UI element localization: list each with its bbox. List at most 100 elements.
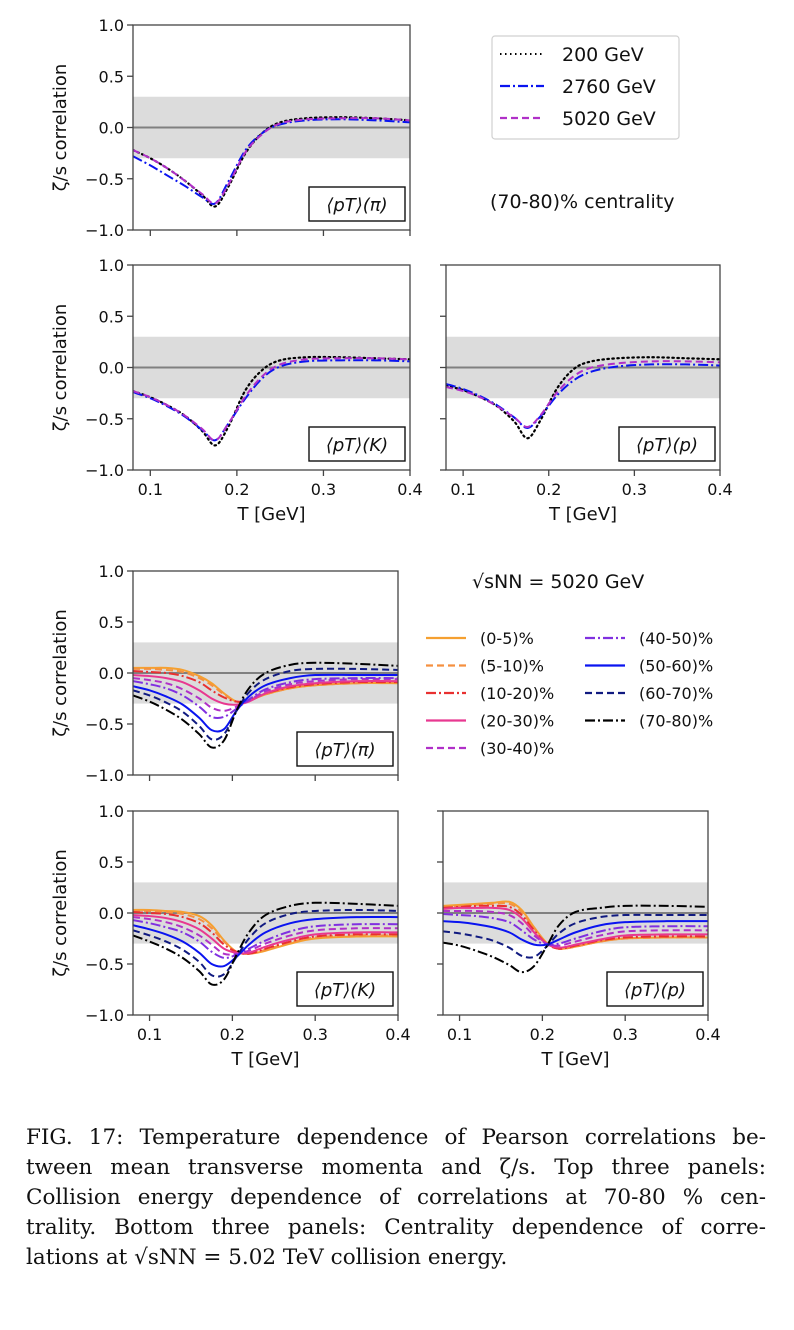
- y-tick-label: −1.0: [85, 221, 124, 240]
- y-tick-label: 1.0: [99, 16, 124, 35]
- legend-label: (40-50)%: [639, 629, 713, 648]
- panel-label: ⟨pT⟩(p): [624, 980, 686, 1001]
- legend-label-200: 200 GeV: [562, 44, 644, 66]
- series-line-70-80: [443, 904, 708, 974]
- series-line-60-70: [443, 913, 708, 959]
- series-group: [133, 116, 410, 208]
- energy-legend: 200 GeV 2760 GeV 5020 GeV: [491, 35, 680, 140]
- panel-label: ⟨pT⟩(K): [314, 980, 376, 1001]
- panel-label: ⟨pT⟩(p): [636, 435, 698, 456]
- y-axis-label: ζ/s correlation: [50, 304, 71, 432]
- x-tick-label: 0.3: [302, 1025, 327, 1044]
- series-line-5020-gev: [446, 360, 720, 428]
- caption-line: tween mean transverse momenta and ζ/s. T…: [26, 1155, 766, 1180]
- x-tick-label: 0.3: [622, 480, 647, 499]
- series-line-2760-gev: [133, 118, 410, 205]
- series-line-10-20: [133, 910, 398, 955]
- x-tick-label: 0.4: [397, 480, 422, 499]
- y-axis-label: ζ/s correlation: [50, 849, 71, 977]
- y-tick-label: 1.0: [99, 256, 124, 275]
- legend-label: (30-40)%: [480, 739, 554, 758]
- legend-label: (70-80)%: [639, 712, 713, 731]
- series-group: [133, 355, 410, 447]
- panel-label-box: [308, 426, 406, 462]
- series-line-20-30: [133, 914, 398, 955]
- y-tick-label: 1.0: [99, 562, 124, 581]
- panel-label-box: [296, 971, 394, 1007]
- x-tick-label: 0.1: [450, 480, 475, 499]
- series-line-70-80: [133, 901, 398, 986]
- x-tick-label: 0.2: [530, 1025, 555, 1044]
- series-group: [443, 900, 708, 974]
- series-line-50-60: [133, 915, 398, 968]
- series-line-5020-gev: [133, 357, 410, 442]
- y-tick-label: −0.5: [85, 955, 124, 974]
- centrality-annotation: (70-80)% centrality: [490, 191, 674, 213]
- x-tick-label: 0.2: [224, 480, 249, 499]
- panel-centrality-K: −1.0 −0.5 0.0 0.5 1.0 0.1 0.2 0.3 0.4 T [GeV] ζ/s …: [50, 802, 411, 1070]
- y-tick-label: −0.5: [85, 170, 124, 189]
- series-line-70-80: [133, 661, 398, 749]
- caption-line: FIG. 17: Temperature dependence of Pears…: [26, 1125, 766, 1150]
- panel-label-box: [308, 186, 406, 222]
- caption-line: lations at √sNN = 5.02 TeV collision ene…: [26, 1245, 508, 1270]
- y-tick-label: −1.0: [85, 1006, 124, 1025]
- panel-label-box: [296, 731, 394, 767]
- x-tick-label: 0.1: [137, 1025, 162, 1044]
- series-line-40-50: [133, 677, 398, 720]
- panel-energy-p: 0.1 0.2 0.3 0.4 T [GeV] ⟨pT⟩(p): [440, 264, 733, 525]
- x-tick-label: 0.4: [707, 480, 732, 499]
- legend-label: (50-60)%: [639, 657, 713, 676]
- panel-label: ⟨pT⟩(π): [326, 195, 387, 216]
- x-tick-label: 0.1: [138, 480, 163, 499]
- x-tick-label: 0.2: [220, 1025, 245, 1044]
- y-tick-label: −1.0: [85, 766, 124, 785]
- panel-energy-pi: −1.0 −0.5 0.0 0.5 1.0 ζ/s correlation ⟨pT⟩(π): [50, 16, 411, 240]
- x-tick-label: 0.4: [385, 1025, 410, 1044]
- x-tick-label: 0.3: [612, 1025, 637, 1044]
- y-tick-label: −0.5: [85, 715, 124, 734]
- legend-label: (20-30)%: [480, 712, 554, 731]
- figure-caption: FIG. 17: Temperature dependence of Pears…: [26, 1123, 766, 1273]
- legend-label: (10-20)%: [480, 684, 554, 703]
- series-line-50-60: [443, 920, 708, 947]
- energy-legend-frame: [491, 35, 680, 140]
- series-line-50-60: [133, 673, 398, 733]
- figure-canvas: −1.0−0.50.00.51.0ζ/s correlation⟨pT⟩(π)−…: [50, 16, 733, 1070]
- y-tick-label: 1.0: [99, 802, 124, 821]
- legend-label: (60-70)%: [639, 684, 713, 703]
- y-tick-label: −1.0: [85, 461, 124, 480]
- series-line-30-40: [133, 916, 398, 956]
- y-tick-label: 0.0: [99, 119, 124, 138]
- panel-label-box: [606, 971, 704, 1007]
- panel-energy-K: −1.0 −0.5 0.0 0.5 1.0 0.1 0.2 0.3 0.4 T [GeV] ζ/s …: [50, 256, 423, 525]
- y-tick-label: 0.5: [99, 67, 124, 86]
- series-line-20-30: [133, 674, 398, 706]
- y-tick-label: 0.5: [99, 307, 124, 326]
- x-tick-label: 0.4: [695, 1025, 720, 1044]
- y-tick-label: 0.5: [99, 853, 124, 872]
- legend-label: (5-10)%: [480, 657, 544, 676]
- legend-label: (0-5)%: [480, 629, 534, 648]
- y-axis-label: ζ/s correlation: [50, 609, 71, 737]
- caption-line: Collision energy dependence of correlati…: [26, 1185, 766, 1210]
- x-tick-label: 0.3: [311, 480, 336, 499]
- x-axis-label: T [GeV]: [230, 1049, 299, 1070]
- series-group: [133, 901, 398, 986]
- series-line-30-40: [443, 909, 708, 947]
- series-group: [133, 661, 398, 749]
- series-line-5-10: [133, 667, 398, 703]
- panel-label: ⟨pT⟩(K): [326, 435, 388, 456]
- series-line-30-40: [133, 677, 398, 712]
- centrality-legend: (0-5)% (5-10)% (10-20)% (20-30)% (30-40)% (40…: [426, 629, 713, 758]
- panel-label-box: [618, 426, 716, 462]
- y-axis-label: ζ/s correlation: [50, 64, 71, 192]
- legend-label-5020: 5020 GeV: [562, 108, 656, 130]
- x-tick-label: 0.1: [447, 1025, 472, 1044]
- series-line-0-5: [133, 908, 398, 955]
- y-tick-label: 0.0: [99, 664, 124, 683]
- legend-label-2760: 2760 GeV: [562, 76, 656, 98]
- caption-line: trality. Bottom three panels: Centrality…: [26, 1215, 766, 1240]
- sqrt-snn-text: √sNN = 5020 GeV: [472, 571, 644, 593]
- series-line-20-30: [443, 906, 708, 949]
